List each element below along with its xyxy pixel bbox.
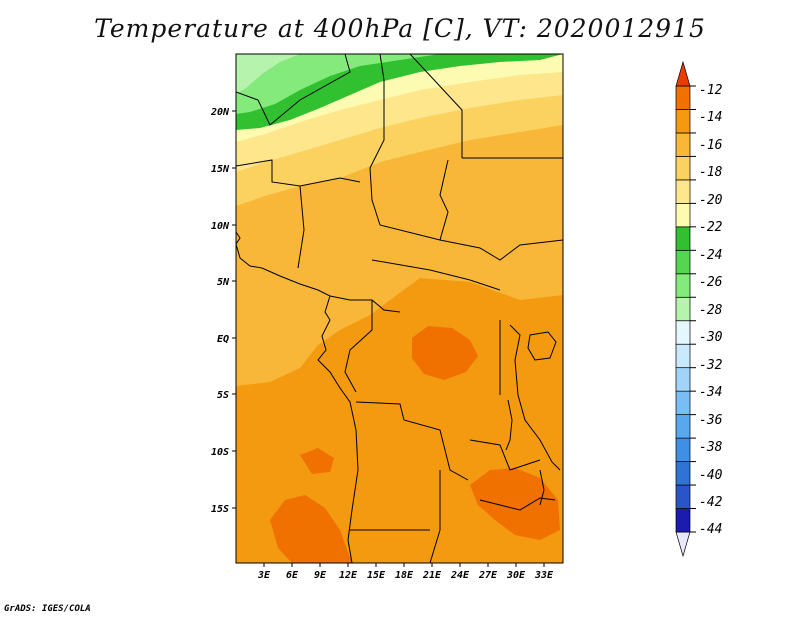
credit-text: GrADS: IGES/COLA xyxy=(4,604,91,614)
colorbar-segment xyxy=(675,60,691,87)
border-5 xyxy=(439,159,449,241)
colorbar-segment xyxy=(675,179,691,204)
border-11 xyxy=(344,300,373,393)
colorbar-label: -18 xyxy=(699,165,723,180)
colorbar-label: -12 xyxy=(699,83,723,98)
lat-label: 15S xyxy=(211,504,229,515)
colorbar xyxy=(675,60,696,558)
warm-patch-southeast xyxy=(470,468,560,540)
band-minus-28 xyxy=(236,54,300,94)
colorbar-segment xyxy=(675,273,691,298)
border-15 xyxy=(469,439,541,471)
lon-labels: 3E 6E 9E 12E 15E 18E 21E 24E 27E 30E 33E xyxy=(257,570,554,581)
map-title: Temperature at 400hPa [C], VT: 202001291… xyxy=(94,14,706,43)
lake-malawi xyxy=(539,469,545,506)
lon-label: 33E xyxy=(534,570,554,581)
colorbar-segment xyxy=(675,320,691,345)
map-frame xyxy=(235,53,564,564)
band-minus-26 xyxy=(236,54,440,114)
colorbar-segment xyxy=(675,484,691,509)
colorbar-label: -42 xyxy=(699,495,723,510)
colorbar-segment xyxy=(675,390,691,415)
colorbar-segment xyxy=(675,296,691,322)
lon-label: 6E xyxy=(286,570,299,581)
border-1 xyxy=(236,54,351,126)
coastline-west xyxy=(236,231,359,563)
colorbar-label: -16 xyxy=(699,138,723,153)
lon-label: 12E xyxy=(339,570,358,581)
colorbar-label: -36 xyxy=(699,413,723,428)
colorbar-label: -22 xyxy=(699,220,723,235)
colorbar-segment xyxy=(675,414,691,439)
colorbar-label: -40 xyxy=(699,468,723,483)
colorbar-segment xyxy=(675,437,691,462)
border-9 xyxy=(371,259,501,291)
colorbar-segment xyxy=(675,85,691,110)
border-4 xyxy=(236,159,361,187)
lat-labels: 20N 15N 10N 5N EQ 5S 10S 15S xyxy=(210,107,230,515)
colorbar-segment xyxy=(675,109,691,134)
border-13 xyxy=(429,470,441,563)
lon-label: 30E xyxy=(506,570,526,581)
colorbar-label: -30 xyxy=(699,330,723,345)
colorbar-segment xyxy=(675,132,691,157)
colorbar-segment xyxy=(675,367,691,392)
warm-patch-central xyxy=(412,326,478,380)
temperature-field xyxy=(236,54,563,563)
colorbar-label: -26 xyxy=(699,275,723,290)
colorbar-label: -24 xyxy=(699,248,722,263)
colorbar-segment xyxy=(675,531,691,558)
lat-label: 10N xyxy=(211,221,230,232)
colorbar-segment xyxy=(675,461,691,486)
lon-label: 3E xyxy=(257,570,271,581)
lat-label: EQ xyxy=(217,334,229,345)
warm-patch-southwest xyxy=(270,495,352,563)
lon-label: 21E xyxy=(422,570,442,581)
lat-ticks xyxy=(232,110,236,509)
lat-label: 20N xyxy=(210,107,230,118)
lon-ticks xyxy=(263,563,545,567)
colorbar-label: -32 xyxy=(699,358,723,373)
colorbar-label: -44 xyxy=(699,522,722,537)
border-8 xyxy=(379,224,563,261)
border-12 xyxy=(355,401,469,481)
border-3 xyxy=(409,54,463,158)
border-17 xyxy=(479,497,556,511)
lat-label: 15N xyxy=(211,164,230,175)
lon-label: 27E xyxy=(478,570,498,581)
lat-label: 10S xyxy=(211,447,229,458)
warm-patch-south-central xyxy=(300,448,334,474)
colorbar-segment xyxy=(675,226,691,251)
lake-victoria xyxy=(527,331,557,361)
colorbar-segment xyxy=(675,343,691,369)
colorbar-label: -38 xyxy=(699,440,723,455)
lat-label: 5S xyxy=(217,390,229,401)
lon-label: 15E xyxy=(367,570,386,581)
colorbar-label: -20 xyxy=(699,193,723,208)
lat-label: 5N xyxy=(217,277,230,288)
colorbar-segment xyxy=(675,249,691,275)
colorbar-segment xyxy=(675,203,691,228)
colorbar-label: -14 xyxy=(699,110,722,125)
lon-label: 18E xyxy=(395,570,414,581)
border-7 xyxy=(297,185,305,269)
border-2 xyxy=(369,54,385,226)
colorbar-label: -28 xyxy=(699,303,723,318)
colorbar-segment xyxy=(675,508,691,533)
lon-label: 24E xyxy=(450,570,470,581)
coastline-east xyxy=(509,324,561,471)
lake-tanganyika xyxy=(505,399,513,451)
boundaries xyxy=(236,54,563,563)
lon-label: 9E xyxy=(314,570,327,581)
colorbar-labels: -12 -14 -16 -18 -20 -22 -24 -26 -28 -30 … xyxy=(699,83,723,537)
colorbar-label: -34 xyxy=(699,385,722,400)
colorbar-segment xyxy=(675,156,691,181)
